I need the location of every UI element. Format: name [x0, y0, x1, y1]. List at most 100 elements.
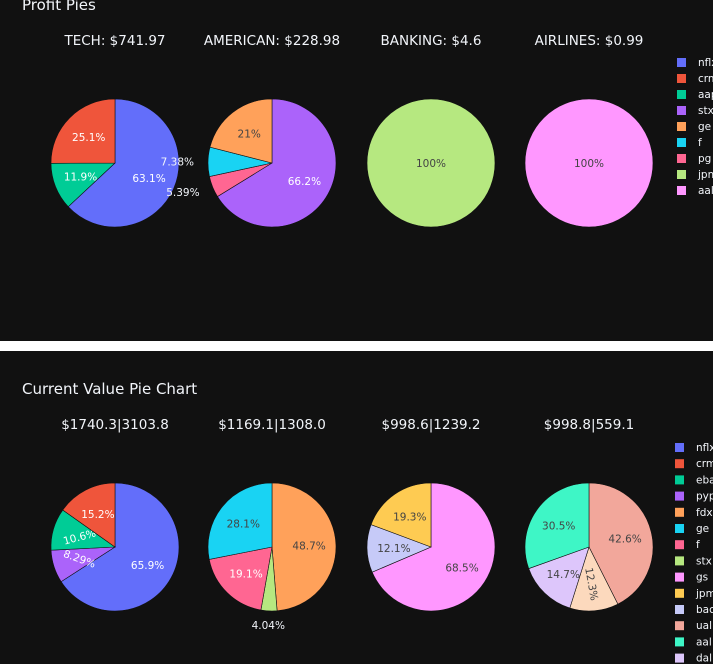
legend-item-dal[interactable]: dal	[675, 653, 712, 664]
legend-label: stx	[696, 555, 712, 567]
legend-item-aal[interactable]: aal	[675, 636, 712, 648]
legend-swatch	[675, 621, 684, 631]
legend-swatch	[675, 588, 684, 598]
pie-slice-nflx[interactable]	[67, 98, 180, 228]
legend-swatch	[677, 154, 686, 163]
pie-slice-aal[interactable]	[524, 482, 590, 569]
legend-item-crm[interactable]: crm	[675, 458, 713, 470]
legend-item-fdx[interactable]: fdx	[675, 507, 713, 519]
pie-chart-title: AMERICAN: $228.98	[204, 33, 340, 49]
pie-chart: $998.8|559.1 42.6% 12.3%14.7% 30.5%	[524, 417, 654, 612]
legend-swatch	[675, 637, 684, 647]
legend-label: ge	[696, 523, 709, 535]
pie-slice-crm[interactable]	[50, 98, 116, 164]
legend: nflx crm ebay pypl fdx ge f stx gs jpm bac ual aal da…	[675, 442, 713, 664]
legend-label: ge	[698, 121, 711, 133]
pie-slice-label: 66.2%	[288, 176, 321, 188]
legend-label: jpm	[695, 588, 713, 600]
legend-item-gs[interactable]: gs	[675, 572, 708, 584]
pie-chart-title: TECH: $741.97	[63, 33, 165, 49]
profit-pies-figure: Profit Pies TECH: $741.97 63.1% 11.9% 25.1%…	[22, 0, 713, 228]
legend-swatch	[677, 58, 686, 67]
legend-item-crm[interactable]: crm	[677, 73, 713, 85]
legend-item-nflx[interactable]: nflx	[675, 442, 713, 454]
legend-label: crm	[696, 458, 713, 470]
legend-swatch	[675, 605, 684, 614]
legend-label: aal	[698, 185, 713, 197]
legend-item-pypl[interactable]: pypl	[675, 491, 713, 503]
pie-chart: AIRLINES: $0.99 100%	[524, 33, 654, 228]
legend-item-jpm[interactable]: jpm	[677, 169, 713, 181]
legend-swatch	[677, 170, 686, 179]
pie-slice-label: 21%	[238, 129, 261, 141]
pie-slice-jpm[interactable]	[370, 482, 432, 548]
legend-item-nflx[interactable]: nflx	[677, 57, 713, 69]
legend-swatch	[675, 524, 684, 533]
legend-label: nflx	[696, 442, 713, 454]
pie-slice-label: 68.5%	[445, 562, 478, 574]
legend-item-stx[interactable]: stx	[677, 105, 713, 117]
pie-chart: BANKING: $4.6 100%	[366, 33, 496, 228]
pie-slice-label: 65.9%	[131, 560, 164, 572]
pie-slice-label: 15.2%	[81, 509, 114, 521]
pie-slice-aal[interactable]	[524, 98, 654, 228]
legend-swatch	[677, 138, 686, 147]
legend-label: pg	[698, 153, 711, 165]
pie-slice-ual[interactable]	[588, 482, 654, 605]
pie-slice-label: 19.3%	[393, 512, 426, 524]
pie-chart-title: BANKING: $4.6	[381, 33, 482, 49]
legend-swatch	[675, 507, 684, 517]
legend-label: bac	[696, 604, 713, 616]
pie-slice-gs[interactable]	[371, 482, 496, 612]
pie-slice-fdx[interactable]	[271, 482, 337, 612]
legend-item-ge[interactable]: ge	[677, 121, 711, 133]
pie-slice-f[interactable]	[208, 546, 273, 611]
legend-item-ual[interactable]: ual	[675, 620, 712, 632]
legend-label: f	[698, 137, 702, 149]
legend-item-aapl[interactable]: aapl	[677, 89, 713, 101]
legend-item-ebay[interactable]: ebay	[675, 474, 713, 486]
pie-slice-jpm[interactable]	[366, 98, 496, 228]
pie-slice-stx[interactable]	[217, 98, 337, 228]
legend-label: aapl	[698, 89, 713, 101]
profit-pies-title: Profit Pies	[22, 0, 96, 14]
legend-swatch	[675, 653, 684, 663]
legend-item-bac[interactable]: bac	[675, 604, 713, 616]
legend-label: pypl	[696, 491, 713, 503]
pie-chart: AMERICAN: $228.98 66.2% 5.39% 7.38% 21%	[161, 33, 340, 228]
legend-item-pg[interactable]: pg	[677, 153, 711, 165]
legend-item-aal[interactable]: aal	[677, 185, 713, 197]
pie-slice-crm[interactable]	[62, 482, 116, 548]
pie-slice-nflx[interactable]	[60, 482, 180, 612]
legend-item-jpm[interactable]: jpm	[675, 588, 713, 600]
legend-swatch	[675, 475, 684, 485]
pie-slice-ge[interactable]	[209, 98, 273, 164]
pie-slice-label: 4.04%	[252, 620, 285, 632]
legend-label: crm	[698, 73, 713, 85]
legend-label: f	[696, 539, 700, 551]
legend-swatch	[675, 443, 684, 452]
legend-label: stx	[698, 105, 713, 117]
legend-label: gs	[696, 572, 708, 584]
legend-item-f[interactable]: f	[675, 539, 700, 551]
legend-swatch	[675, 459, 684, 469]
legend: nflx crm aapl stx ge f pg jpm aal	[677, 57, 713, 197]
legend-swatch	[677, 122, 686, 131]
pie-slice-label: 14.7%	[547, 569, 580, 581]
legend-swatch	[675, 491, 684, 501]
pie-slice-ge[interactable]	[207, 482, 273, 560]
pie-slice-dal[interactable]	[528, 546, 590, 609]
pie-chart: $998.6|1239.2 68.5% 12.1% 19.3%	[366, 417, 496, 612]
pie-slice-label: 5.39%	[166, 187, 199, 199]
pie-slice-label: 100%	[574, 158, 604, 170]
pie-chart-title: $998.8|559.1	[544, 417, 634, 433]
pie-slice-label: 11.9%	[64, 172, 97, 184]
legend-item-stx[interactable]: stx	[675, 555, 712, 567]
legend-item-f[interactable]: f	[677, 137, 702, 149]
legend-label: fdx	[696, 507, 713, 519]
legend-swatch	[675, 540, 684, 550]
pie-slice-label: 12.3%	[582, 567, 600, 602]
legend-swatch	[677, 106, 686, 115]
pie-chart-title: $1169.1|1308.0	[218, 417, 326, 433]
legend-item-ge[interactable]: ge	[675, 523, 709, 535]
